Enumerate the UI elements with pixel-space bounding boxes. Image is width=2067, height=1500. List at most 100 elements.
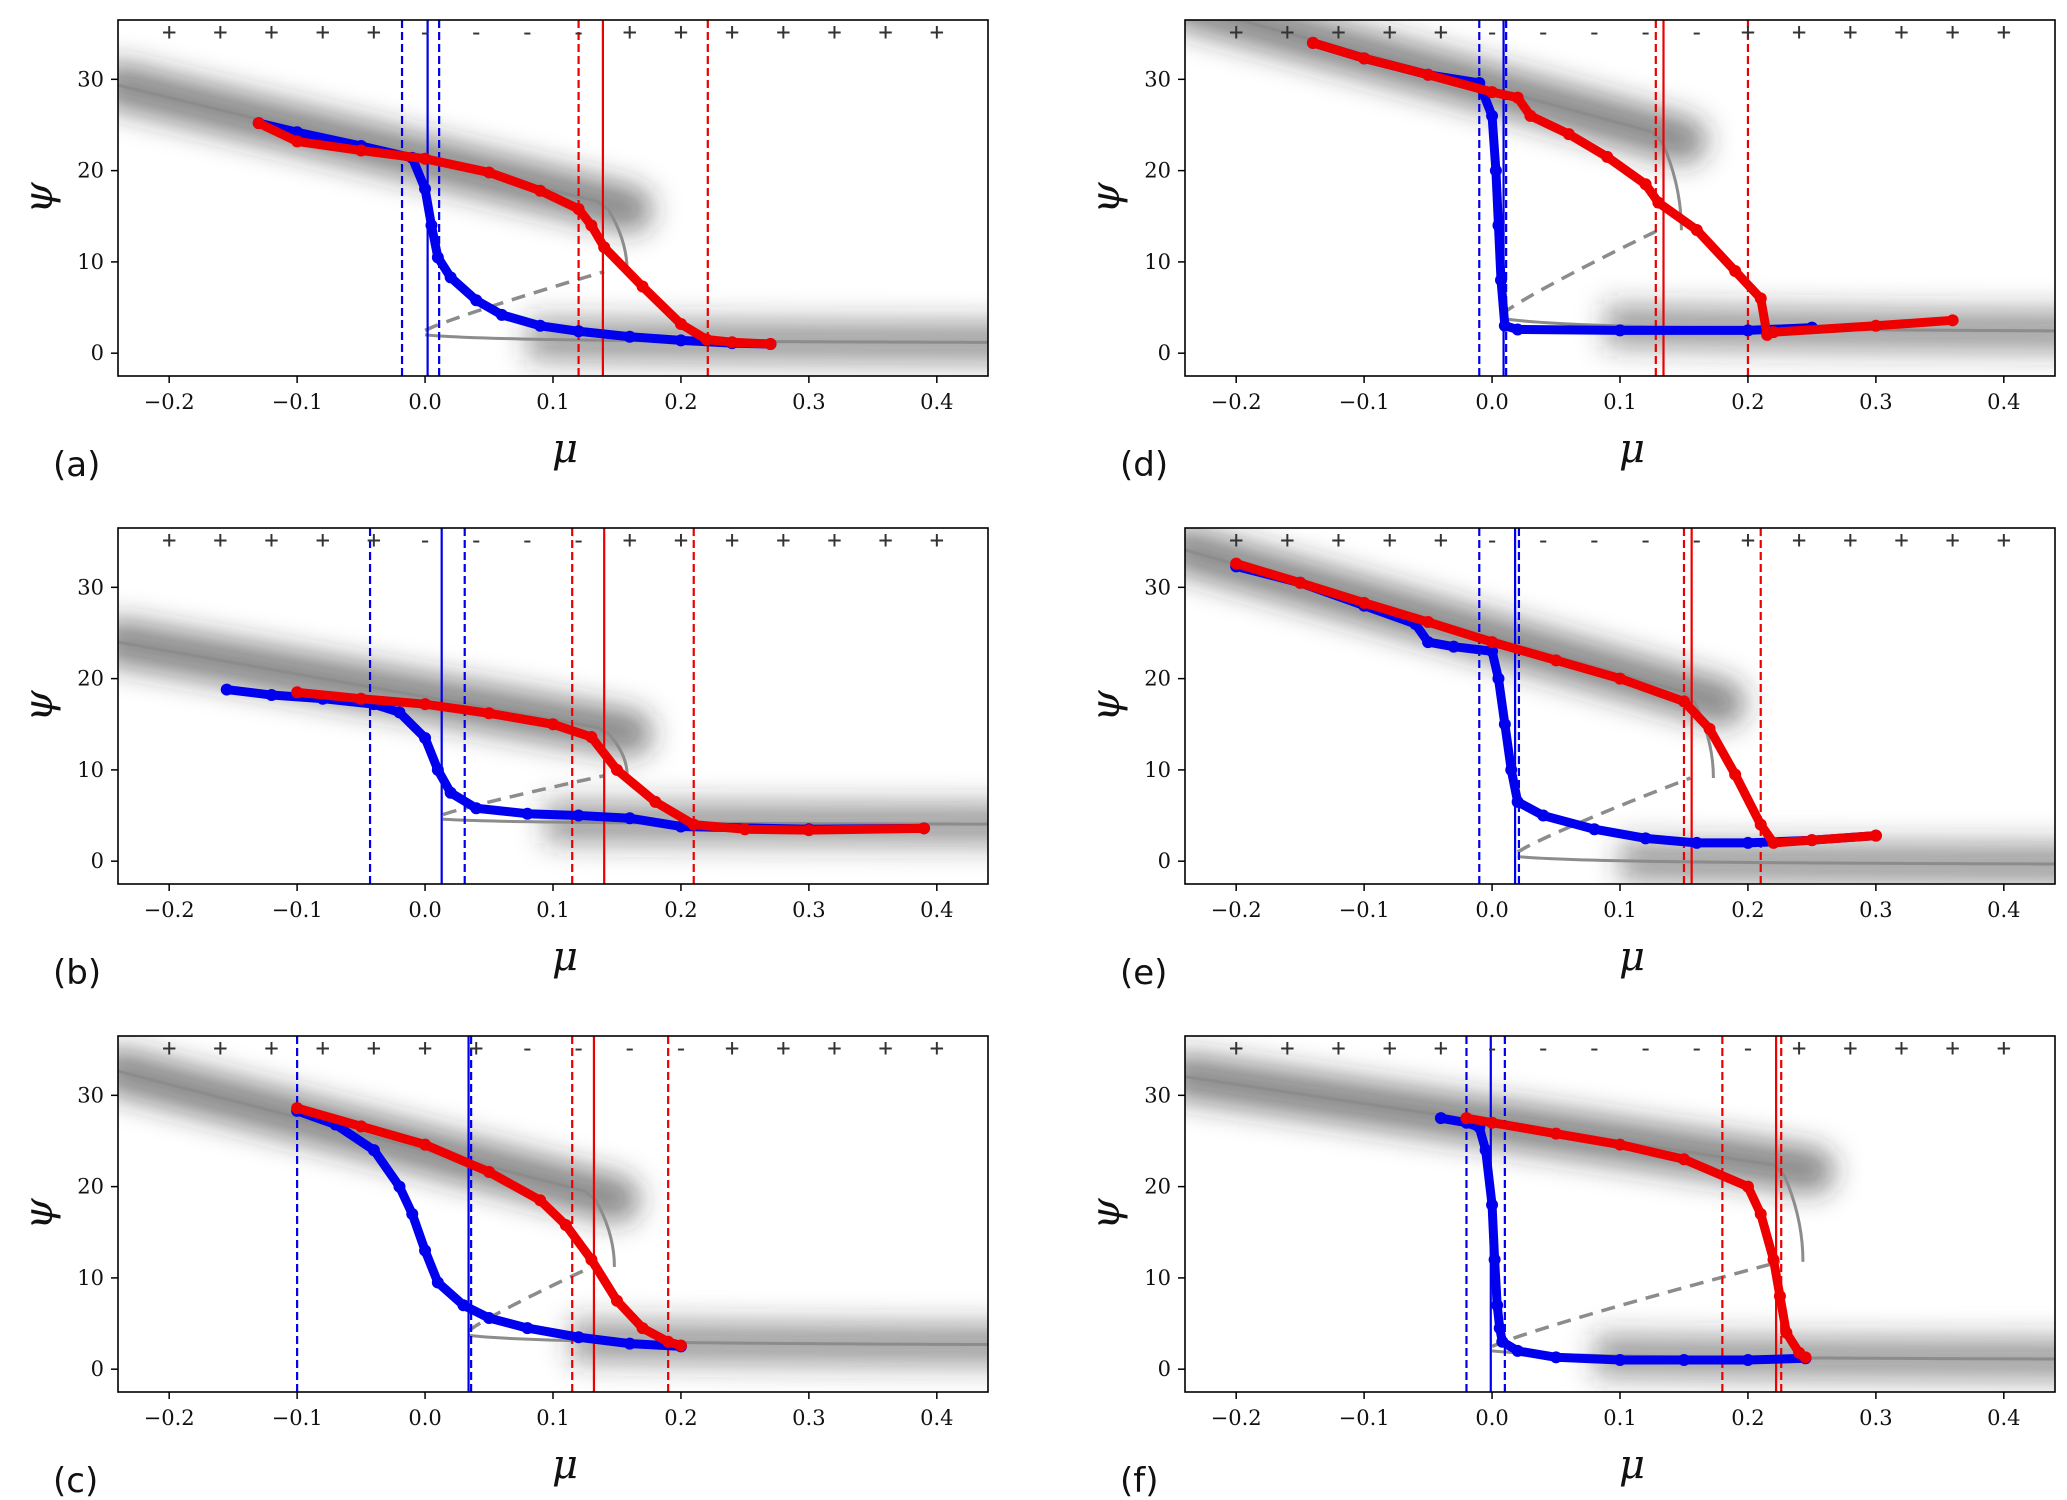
series-blue-point xyxy=(393,1180,406,1193)
series-blue-point xyxy=(1511,1344,1524,1357)
sign-marker: + xyxy=(315,526,329,554)
series-red-point xyxy=(1358,52,1371,65)
series-red-point xyxy=(547,718,559,731)
sign-marker: - xyxy=(623,1034,637,1062)
x-tick-label: 0.4 xyxy=(1987,390,2020,414)
x-tick-label: 0.3 xyxy=(792,1406,825,1430)
series-blue-point xyxy=(1496,1335,1509,1348)
y-axis-label: ψ xyxy=(16,1198,62,1230)
series-red-point xyxy=(483,1166,496,1179)
series-blue-point xyxy=(431,1276,444,1289)
series-blue-point xyxy=(483,1312,496,1325)
y-tick-label: 30 xyxy=(77,67,104,91)
series-blue-point xyxy=(521,1322,534,1335)
sign-marker: + xyxy=(213,18,227,46)
y-tick-label: 20 xyxy=(77,667,104,691)
x-tick-label: 0.2 xyxy=(664,390,697,414)
series-red xyxy=(252,117,777,351)
series-blue-point xyxy=(1639,832,1652,845)
series-blue-point xyxy=(444,786,457,799)
series-red-point xyxy=(572,202,585,215)
sign-marker: + xyxy=(1280,1034,1294,1062)
series-red-point xyxy=(1677,695,1690,708)
x-tick-label: 0.4 xyxy=(920,390,953,414)
series-red-point xyxy=(1754,1208,1767,1220)
sign-marker: + xyxy=(1945,18,1959,46)
series-blue-point xyxy=(1491,1299,1504,1312)
series-blue-point xyxy=(1677,1354,1690,1367)
sign-marker: + xyxy=(1382,18,1396,46)
series-red-point xyxy=(1486,1116,1499,1129)
series-red-point xyxy=(1767,326,1780,339)
sign-marker: - xyxy=(418,526,432,554)
sign-marker: + xyxy=(1843,18,1857,46)
series-blue-point xyxy=(1486,1198,1499,1211)
sign-marker: + xyxy=(367,18,381,46)
series-red-point xyxy=(585,1253,598,1266)
panel-label: (a) xyxy=(53,445,100,485)
series-red xyxy=(1230,557,1882,849)
series-red-point xyxy=(674,1339,687,1352)
sign-marker: + xyxy=(1434,1034,1448,1062)
sign-marker: - xyxy=(1485,526,1499,554)
sign-marker: - xyxy=(1536,526,1550,554)
sign-marker: + xyxy=(878,1034,892,1062)
x-tick-label: −0.2 xyxy=(144,898,195,922)
sign-marker: + xyxy=(776,1034,790,1062)
series-red-point xyxy=(1754,818,1767,831)
x-tick-label: 0.1 xyxy=(536,390,569,414)
sign-marker: + xyxy=(315,1034,329,1062)
x-axis-label: μ xyxy=(552,934,578,980)
x-tick-label: −0.2 xyxy=(144,390,195,414)
series-red-point xyxy=(1869,829,1882,842)
series-red xyxy=(1460,1112,1812,1364)
sign-marker: - xyxy=(1638,1034,1652,1062)
x-tick-label: −0.1 xyxy=(1339,390,1390,414)
sign-marker: + xyxy=(930,18,944,46)
series-blue-point xyxy=(572,325,585,338)
series-red-point xyxy=(1767,836,1780,849)
series-red-point xyxy=(636,1322,649,1335)
x-tick-label: −0.2 xyxy=(1211,898,1262,922)
x-tick-label: 0.4 xyxy=(1987,1406,2020,1430)
series-blue-point xyxy=(1486,645,1499,658)
sign-marker: + xyxy=(930,526,944,554)
sign-marker: + xyxy=(264,526,278,554)
sign-marker: + xyxy=(1792,526,1806,554)
series-blue-point xyxy=(1492,219,1505,232)
sign-marker: + xyxy=(418,1034,432,1062)
series-blue-point xyxy=(1479,1144,1492,1157)
sign-marker: - xyxy=(1485,18,1499,46)
series-blue-point xyxy=(419,1244,432,1257)
sign-marker: + xyxy=(1280,526,1294,554)
stable-lower-branch xyxy=(468,1333,988,1347)
y-axis-label: ψ xyxy=(16,182,62,214)
series-blue-point xyxy=(431,251,444,264)
series-red-point xyxy=(1639,178,1652,191)
sign-marker: + xyxy=(1331,526,1345,554)
series-blue-point xyxy=(393,706,406,719)
sign-marker: - xyxy=(571,526,585,554)
series-red-point xyxy=(662,1335,675,1348)
plot-area xyxy=(1185,20,2055,376)
x-tick-label: 0.4 xyxy=(920,1406,953,1430)
sign-marker: + xyxy=(1331,18,1345,46)
y-tick-label: 10 xyxy=(77,250,104,274)
x-tick-label: 0.2 xyxy=(1731,898,1764,922)
unstable-branch xyxy=(1491,1260,1781,1348)
series-blue-point xyxy=(674,334,687,347)
sign-marker: + xyxy=(827,526,841,554)
sign-marker: + xyxy=(213,1034,227,1062)
y-tick-label: 20 xyxy=(77,159,104,183)
x-tick-label: 0.0 xyxy=(408,1406,441,1430)
series-red-point xyxy=(291,135,304,148)
series-blue-point xyxy=(419,731,432,744)
series-blue-point xyxy=(521,807,534,820)
series-red-point xyxy=(1767,1253,1780,1266)
sign-marker: + xyxy=(1894,526,1908,554)
series-blue-point xyxy=(444,271,457,284)
series-blue-point xyxy=(1447,640,1460,653)
panel-f: + + + + + - - - - - - + + + + + −0.2 −0.1 0.0 0.1 0.2 0.3 0.4 0… xyxy=(1083,1034,2056,1500)
series-red-point xyxy=(419,1138,432,1151)
x-tick-label: −0.2 xyxy=(1211,1406,1262,1430)
